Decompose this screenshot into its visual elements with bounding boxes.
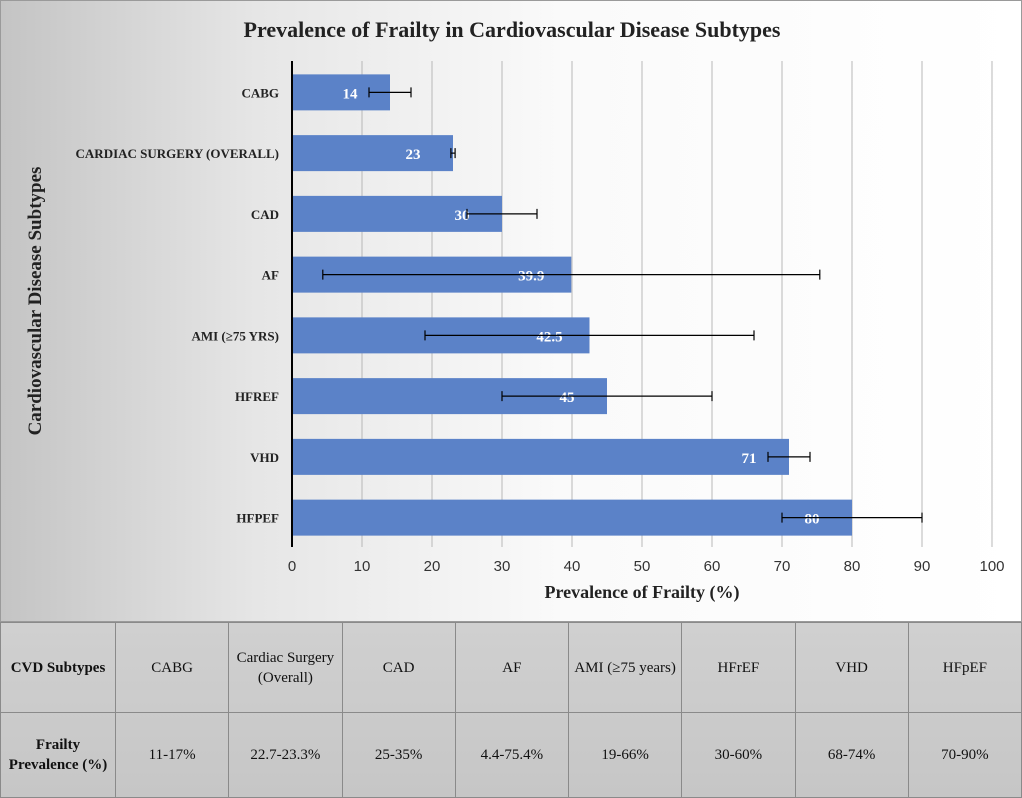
bar — [293, 438, 789, 475]
table-cell-subtype: CABG — [114, 622, 230, 713]
row-header: Frailty Prevalence (%) — [0, 712, 116, 798]
chart-title: Prevalence of Frailty in Cardiovascular … — [244, 17, 781, 42]
y-axis-label: Cardiovascular Disease Subtypes — [25, 167, 46, 436]
table-cell-subtype: AF — [454, 622, 570, 713]
table-cell-prevalence: 25-35% — [341, 712, 456, 798]
table-cell-subtype: AMI (≥75 years) — [567, 622, 683, 713]
data-label: 23 — [406, 147, 421, 163]
table-cell-prevalence: 11-17% — [114, 712, 230, 798]
y-tick-label: CARDIAC SURGERY (OVERALL) — [76, 146, 279, 161]
table-cell-subtype: CAD — [341, 622, 456, 713]
x-tick-label: 80 — [844, 558, 861, 575]
table-cell-prevalence: 70-90% — [907, 712, 1022, 798]
table-row-subtypes: CVD Subtypes CABG Cardiac Surgery (Overal… — [0, 622, 1022, 713]
data-label: 45 — [560, 390, 575, 406]
x-axis-label: Prevalence of Frailty (%) — [544, 582, 739, 603]
x-tick-label: 30 — [494, 558, 511, 575]
table-row-prevalence: Frailty Prevalence (%) 11-17% 22.7-23.3% 2… — [0, 712, 1022, 798]
x-tick-label: 60 — [704, 558, 721, 575]
data-label: 14 — [343, 86, 359, 102]
data-label: 71 — [742, 451, 757, 467]
bar-chart: Prevalence of Frailty in Cardiovascular … — [25, 17, 1005, 603]
x-tick-label: 0 — [288, 558, 296, 575]
x-tick-label: 70 — [774, 558, 791, 575]
x-tick-label: 90 — [914, 558, 931, 575]
y-tick-label: AF — [262, 268, 279, 283]
chart-area: Prevalence of Frailty in Cardiovascular … — [0, 0, 1022, 622]
y-tick-label: AMI (≥75 YRS) — [191, 328, 279, 343]
x-tick-label: 50 — [634, 558, 651, 575]
y-tick-label: HFPEF — [236, 511, 279, 526]
table-cell-prevalence: 22.7-23.3% — [228, 712, 343, 798]
table-cell-prevalence: 19-66% — [567, 712, 683, 798]
y-tick-label: VHD — [250, 450, 279, 465]
table-cell-subtype: VHD — [794, 622, 909, 713]
x-tick-label: 20 — [424, 558, 441, 575]
y-tick-label: CABG — [241, 85, 279, 100]
data-label: 30 — [455, 208, 470, 224]
x-tick-label: 100 — [979, 558, 1004, 575]
table-cell-subtype: HFrEF — [681, 622, 796, 713]
bar — [293, 135, 453, 172]
data-label: 80 — [805, 512, 820, 528]
table-cell-prevalence: 30-60% — [681, 712, 796, 798]
table-cell-prevalence: 4.4-75.4% — [454, 712, 570, 798]
prevalence-table: CVD Subtypes CABG Cardiac Surgery (Overal… — [0, 622, 1022, 798]
data-label: 42.5 — [536, 329, 562, 345]
bar — [293, 499, 852, 536]
row-header: CVD Subtypes — [0, 622, 116, 713]
x-tick-label: 10 — [354, 558, 371, 575]
x-tick-label: 40 — [564, 558, 581, 575]
data-label: 39.9 — [518, 269, 544, 285]
table-cell-subtype: Cardiac Surgery (Overall) — [228, 622, 343, 713]
table-cell-prevalence: 68-74% — [794, 712, 909, 798]
table-cell-subtype: HFpEF — [907, 622, 1022, 713]
y-tick-label: HFREF — [235, 389, 279, 404]
y-tick-label: CAD — [251, 207, 279, 222]
